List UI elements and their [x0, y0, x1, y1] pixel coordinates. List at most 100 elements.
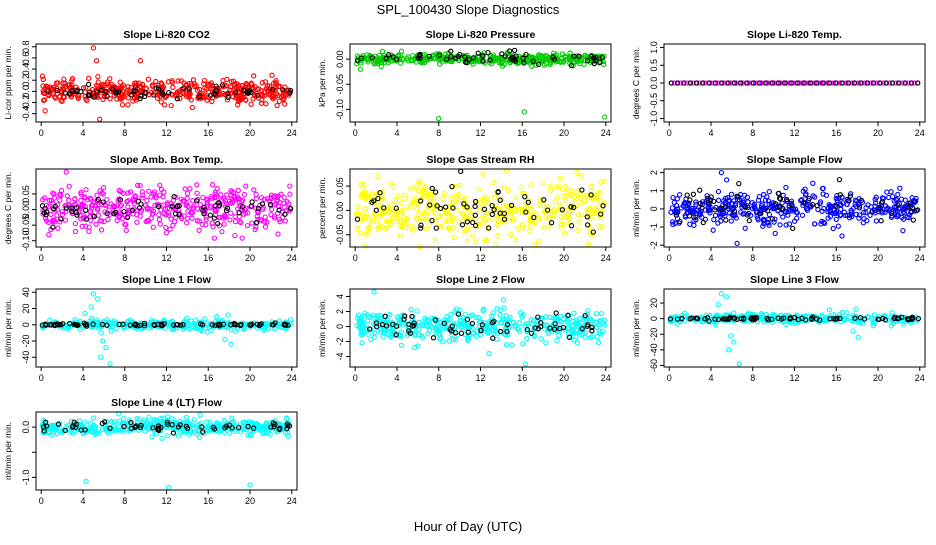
- y-tick-label-rh: 0.00: [335, 202, 345, 220]
- point-rh-s0: [452, 184, 458, 190]
- point-line1-s0: [287, 316, 294, 323]
- point-rh-s0: [553, 184, 559, 190]
- x-tick-label-rh: 12: [475, 253, 485, 263]
- point-rh-s0: [561, 221, 567, 228]
- point-sample-s1: [742, 203, 748, 210]
- point-rh-s0: [355, 204, 361, 210]
- x-tick-label-line3: 12: [789, 373, 799, 383]
- point-line2-s1: [458, 330, 465, 336]
- x-tick-label-ambbox: 0: [39, 253, 44, 263]
- panel-title-temp: Slope Li-820 Temp.: [747, 29, 842, 41]
- y-axis-label-line1: ml/min per min.: [3, 299, 13, 357]
- point-line3-s0: [844, 309, 850, 316]
- point-sample-s0: [835, 223, 841, 229]
- point-pressure-s2: [378, 63, 384, 70]
- point-line1-s0: [98, 330, 104, 336]
- point-rh-s1: [486, 225, 492, 231]
- point-rh-s1: [508, 202, 515, 209]
- point-co2-s0: [280, 96, 286, 103]
- point-line1-s2: [212, 322, 218, 329]
- x-tick-label-temp: 20: [873, 128, 883, 138]
- point-co2-s1: [103, 88, 109, 95]
- point-ambbox-s0: [261, 219, 268, 225]
- point-ambbox-s1: [201, 204, 207, 210]
- point-co2-s0: [117, 79, 123, 85]
- point-sample-s1: [723, 204, 729, 210]
- point-co2-s0: [80, 85, 87, 91]
- point-line2-s0: [585, 307, 591, 314]
- x-tick-label-ambbox: 12: [161, 253, 171, 263]
- point-line4-s0: [159, 435, 165, 441]
- point-co2-s0: [43, 83, 49, 89]
- point-sample-s1: [783, 196, 790, 203]
- point-rh-s1: [464, 219, 470, 225]
- point-rh-s0: [457, 196, 463, 203]
- point-rh-s1: [568, 204, 574, 210]
- point-line1-s0: [204, 329, 210, 335]
- point-line3-s1: [855, 334, 861, 341]
- point-line1-s2: [155, 321, 161, 327]
- point-sample-s1: [677, 218, 683, 225]
- point-rh-s0: [512, 206, 518, 212]
- point-line2-s0: [462, 311, 469, 318]
- point-sample-s1: [907, 200, 913, 206]
- point-line4-s0: [136, 416, 143, 422]
- point-line2-s0: [387, 333, 394, 340]
- point-co2-s0: [161, 102, 168, 108]
- x-tick-label-co2: 16: [203, 128, 213, 138]
- point-co2-s1: [280, 87, 286, 93]
- point-sample-s1: [718, 205, 725, 212]
- y-tick-label-co2: 0.2: [21, 74, 31, 87]
- point-line2-s0: [582, 334, 588, 341]
- point-ambbox-s0: [204, 197, 210, 203]
- point-rh-s0: [454, 207, 460, 213]
- point-line2-s1: [402, 313, 408, 319]
- point-ambbox-s0: [124, 198, 130, 205]
- point-line2-s0: [497, 312, 503, 318]
- point-rh-s0: [575, 227, 581, 234]
- point-sample-s0: [894, 214, 900, 220]
- point-line3-s2: [726, 315, 733, 321]
- point-co2-s0: [269, 72, 275, 78]
- point-sample-s0: [821, 205, 827, 212]
- point-sample-s0: [884, 189, 890, 195]
- plot-frame-line3: [663, 288, 926, 368]
- point-pressure-s1: [499, 51, 505, 57]
- point-ambbox-s0: [150, 208, 157, 214]
- point-line4-s1: [229, 425, 235, 431]
- point-rh-s0: [510, 215, 516, 222]
- point-line3-s2: [808, 316, 815, 322]
- point-sample-s0: [830, 225, 836, 232]
- point-rh-s1: [429, 217, 435, 224]
- point-pressure-s0: [601, 61, 607, 68]
- point-rh-s0: [437, 214, 443, 220]
- panel-title-ambbox: Slope Amb. Box Temp.: [110, 154, 223, 166]
- point-ambbox-s1: [136, 205, 143, 211]
- point-rh-s0: [536, 238, 542, 245]
- point-temp-s1: [807, 80, 813, 86]
- point-line4-s0: [191, 416, 197, 423]
- point-ambbox-s0: [150, 224, 156, 230]
- point-line4-s1: [55, 421, 62, 427]
- point-ambbox-s0: [125, 204, 131, 210]
- point-sample-s1: [769, 216, 775, 222]
- point-rh-s0: [387, 221, 394, 227]
- point-line4-s2: [90, 415, 97, 421]
- point-line2-s0: [531, 333, 537, 339]
- point-line2-s0: [461, 322, 467, 328]
- point-rh-s0: [476, 207, 482, 213]
- y-axis-line1: -40 -20 0 20 40: [21, 287, 36, 364]
- y-tick-label-ambbox: -0.10: [21, 231, 31, 252]
- point-line4-s1: [102, 419, 108, 425]
- point-pressure-s0: [429, 53, 435, 59]
- point-line3-s0: [746, 310, 752, 316]
- point-rh-s0: [443, 218, 449, 224]
- point-temp-s0: [696, 80, 703, 86]
- point-rh-s0: [545, 215, 552, 221]
- point-sample-s1: [814, 202, 820, 209]
- point-line2-s1: [401, 316, 407, 323]
- point-line3-s2: [702, 316, 708, 322]
- x-axis-sample: 0 4 8 12 16 20 24: [667, 247, 925, 263]
- point-ambbox-s0: [57, 197, 63, 203]
